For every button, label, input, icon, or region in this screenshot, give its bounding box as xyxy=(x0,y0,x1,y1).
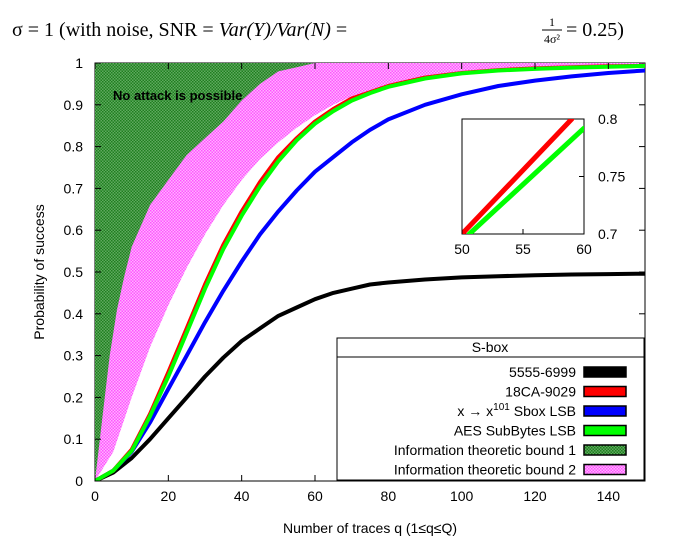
y-tick-label: 0.2 xyxy=(64,389,84,405)
inset-series-line-18ca-9029 xyxy=(462,119,575,234)
x-tick-label: 120 xyxy=(523,488,547,504)
bound-1-region xyxy=(95,63,645,481)
legend-swatch-18ca-9029 xyxy=(583,385,627,398)
no-attack-annotation: No attack is possible xyxy=(113,88,242,103)
bound-2-region xyxy=(95,63,645,481)
y-tick-label: 0.8 xyxy=(64,139,84,155)
legend-label-x-x-sbox-lsb: x → x101 Sbox LSB xyxy=(457,402,576,419)
inset-series-line-aes-subbytes-lsb xyxy=(466,125,584,234)
title-tail: = 0.25) xyxy=(566,19,624,41)
y-tick-label: 0.9 xyxy=(64,97,84,113)
legend-swatch-information-theoretic-bound-2 xyxy=(583,463,627,476)
legend-label-information-theoretic-bound-1: Information theoretic bound 1 xyxy=(394,442,576,458)
legend-title: S-box xyxy=(472,339,509,355)
legend-swatch-aes-subbytes-lsb xyxy=(583,424,627,437)
x-tick-label: 60 xyxy=(307,488,323,504)
y-tick-label: 0.4 xyxy=(64,306,84,322)
series-lines xyxy=(95,63,645,481)
title-equals: = xyxy=(331,19,347,41)
x-tick-label: 100 xyxy=(450,488,474,504)
y-tick-label: 0.7 xyxy=(64,180,84,196)
y-axis-label: Probability of success xyxy=(31,204,47,339)
inset-y-tick-label: 0.7 xyxy=(598,226,618,242)
legend-label-5555-6999: 5555-6999 xyxy=(509,364,576,380)
y-tick-label: 0.5 xyxy=(64,264,84,280)
legend-swatch-5555-6999 xyxy=(583,366,627,378)
legend-entries: 5555-6999 18CA-9029 x → x101 Sbox LSB AES S… xyxy=(394,364,627,478)
legend-swatch-information-theoretic-bound-1 xyxy=(583,444,627,456)
title-frac-den: 4σ² xyxy=(544,32,560,46)
inset-plot: 50 55 60 0.7 0.75 0.8 xyxy=(454,111,625,257)
x-axis-label: Number of traces q (1≤q≤Q) xyxy=(283,520,457,536)
legend-label-information-theoretic-bound-2: Information theoretic bound 2 xyxy=(394,462,576,478)
y-tick-label: 0.6 xyxy=(64,222,84,238)
x-tick-label: 40 xyxy=(234,488,250,504)
series-line-aes-subbytes-lsb xyxy=(95,63,645,481)
legend-label-aes-subbytes-lsb: AES SubBytes LSB xyxy=(454,423,576,439)
y-axis-ticks: 0 0.1 0.2 0.3 0.4 0.5 0.6 0.7 0.8 0.9 1 xyxy=(64,55,645,489)
bound-regions xyxy=(95,63,645,481)
y-tick-label: 0.3 xyxy=(64,348,84,364)
legend-label-18ca-9029: 18CA-9029 xyxy=(505,384,576,400)
inset-y-ticks: 0.7 0.75 0.8 xyxy=(579,111,625,242)
y-tick-label: 1 xyxy=(75,55,83,71)
chart-title: σ = 1 (with noise, SNR = Var(Y)/Var(N) = xyxy=(12,19,347,41)
title-ratio: Var(Y)/Var(N) xyxy=(219,19,332,41)
y-tick-label: 0.1 xyxy=(64,431,84,447)
title-lead: σ = 1 (with noise, SNR = xyxy=(12,19,219,41)
legend-swatch-x-x-sbox-lsb xyxy=(583,405,627,417)
y-tick-label: 0 xyxy=(75,473,83,489)
series-line-5555-6999 xyxy=(95,271,645,481)
inset-y-tick-label: 0.75 xyxy=(598,169,625,185)
x-tick-label: 0 xyxy=(91,488,99,504)
x-axis-ticks: 0 20 40 60 80 100 120 140 xyxy=(91,63,620,504)
x-tick-label: 20 xyxy=(161,488,177,504)
legend: S-box 5555-6999 18CA-9029 x → x101 Sbox LS… xyxy=(336,337,645,481)
series-line-x-x-sbox-lsb xyxy=(95,68,645,481)
inset-x-ticks: 50 55 60 xyxy=(454,229,592,257)
inset-series-lines xyxy=(462,119,584,234)
inset-x-tick-label: 55 xyxy=(515,241,531,257)
inset-x-tick-label: 50 xyxy=(454,241,470,257)
inset-x-tick-label: 60 xyxy=(576,241,592,257)
x-tick-label: 140 xyxy=(597,488,621,504)
inset-y-tick-label: 0.8 xyxy=(598,111,618,127)
x-tick-label: 80 xyxy=(381,488,397,504)
title-frac-num: 1 xyxy=(549,15,555,29)
